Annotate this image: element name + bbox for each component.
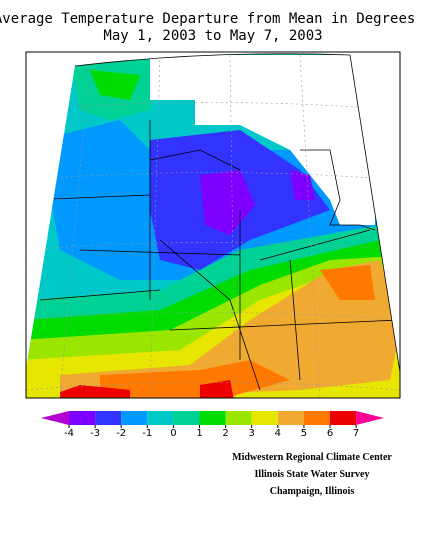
credit-line: Midwestern Regional Climate Center [232, 452, 392, 463]
legend-tick-label: 3 [249, 428, 255, 439]
legend-tick-label: 0 [170, 428, 176, 439]
legend-swatch [277, 411, 304, 425]
legend-tick-label: -4 [64, 428, 74, 439]
color-legend: -4 -3 -2 -1 0 1 2 3 4 5 6 7 [41, 411, 385, 439]
legend-tick-label: -1 [142, 428, 152, 439]
legend-swatch [303, 411, 330, 425]
legend-tick-label: -2 [116, 428, 126, 439]
title-line: May 1, 2003 to May 7, 2003 [103, 28, 322, 44]
legend-swatch [199, 411, 226, 425]
map-outline [74, 53, 401, 373]
title-line: Average Temperature Departure from Mean … [0, 11, 425, 27]
legend-swatch [251, 411, 278, 425]
legend-tick-label: 2 [222, 428, 228, 439]
legend-swatch [173, 411, 200, 425]
legend-swatch [225, 411, 252, 425]
credit-line: Illinois State Water Survey [255, 469, 370, 480]
legend-arrow [41, 411, 69, 425]
legend-swatch [330, 411, 357, 425]
legend-tick-label: 4 [275, 428, 281, 439]
legend-arrow [356, 411, 385, 425]
legend-swatch [95, 411, 122, 425]
legend-swatch [121, 411, 148, 425]
legend-tick-label: 6 [327, 428, 333, 439]
legend-tick-label: 7 [353, 428, 359, 439]
credit-line: Champaign, Illinois [270, 486, 355, 497]
legend-tick-label: 5 [301, 428, 307, 439]
legend-swatch [147, 411, 174, 425]
legend-tick-label: 1 [196, 428, 202, 439]
temperature-map [26, 53, 400, 399]
legend-swatch [69, 411, 96, 425]
legend-tick-label: -3 [90, 428, 100, 439]
map-frame [25, 51, 401, 399]
